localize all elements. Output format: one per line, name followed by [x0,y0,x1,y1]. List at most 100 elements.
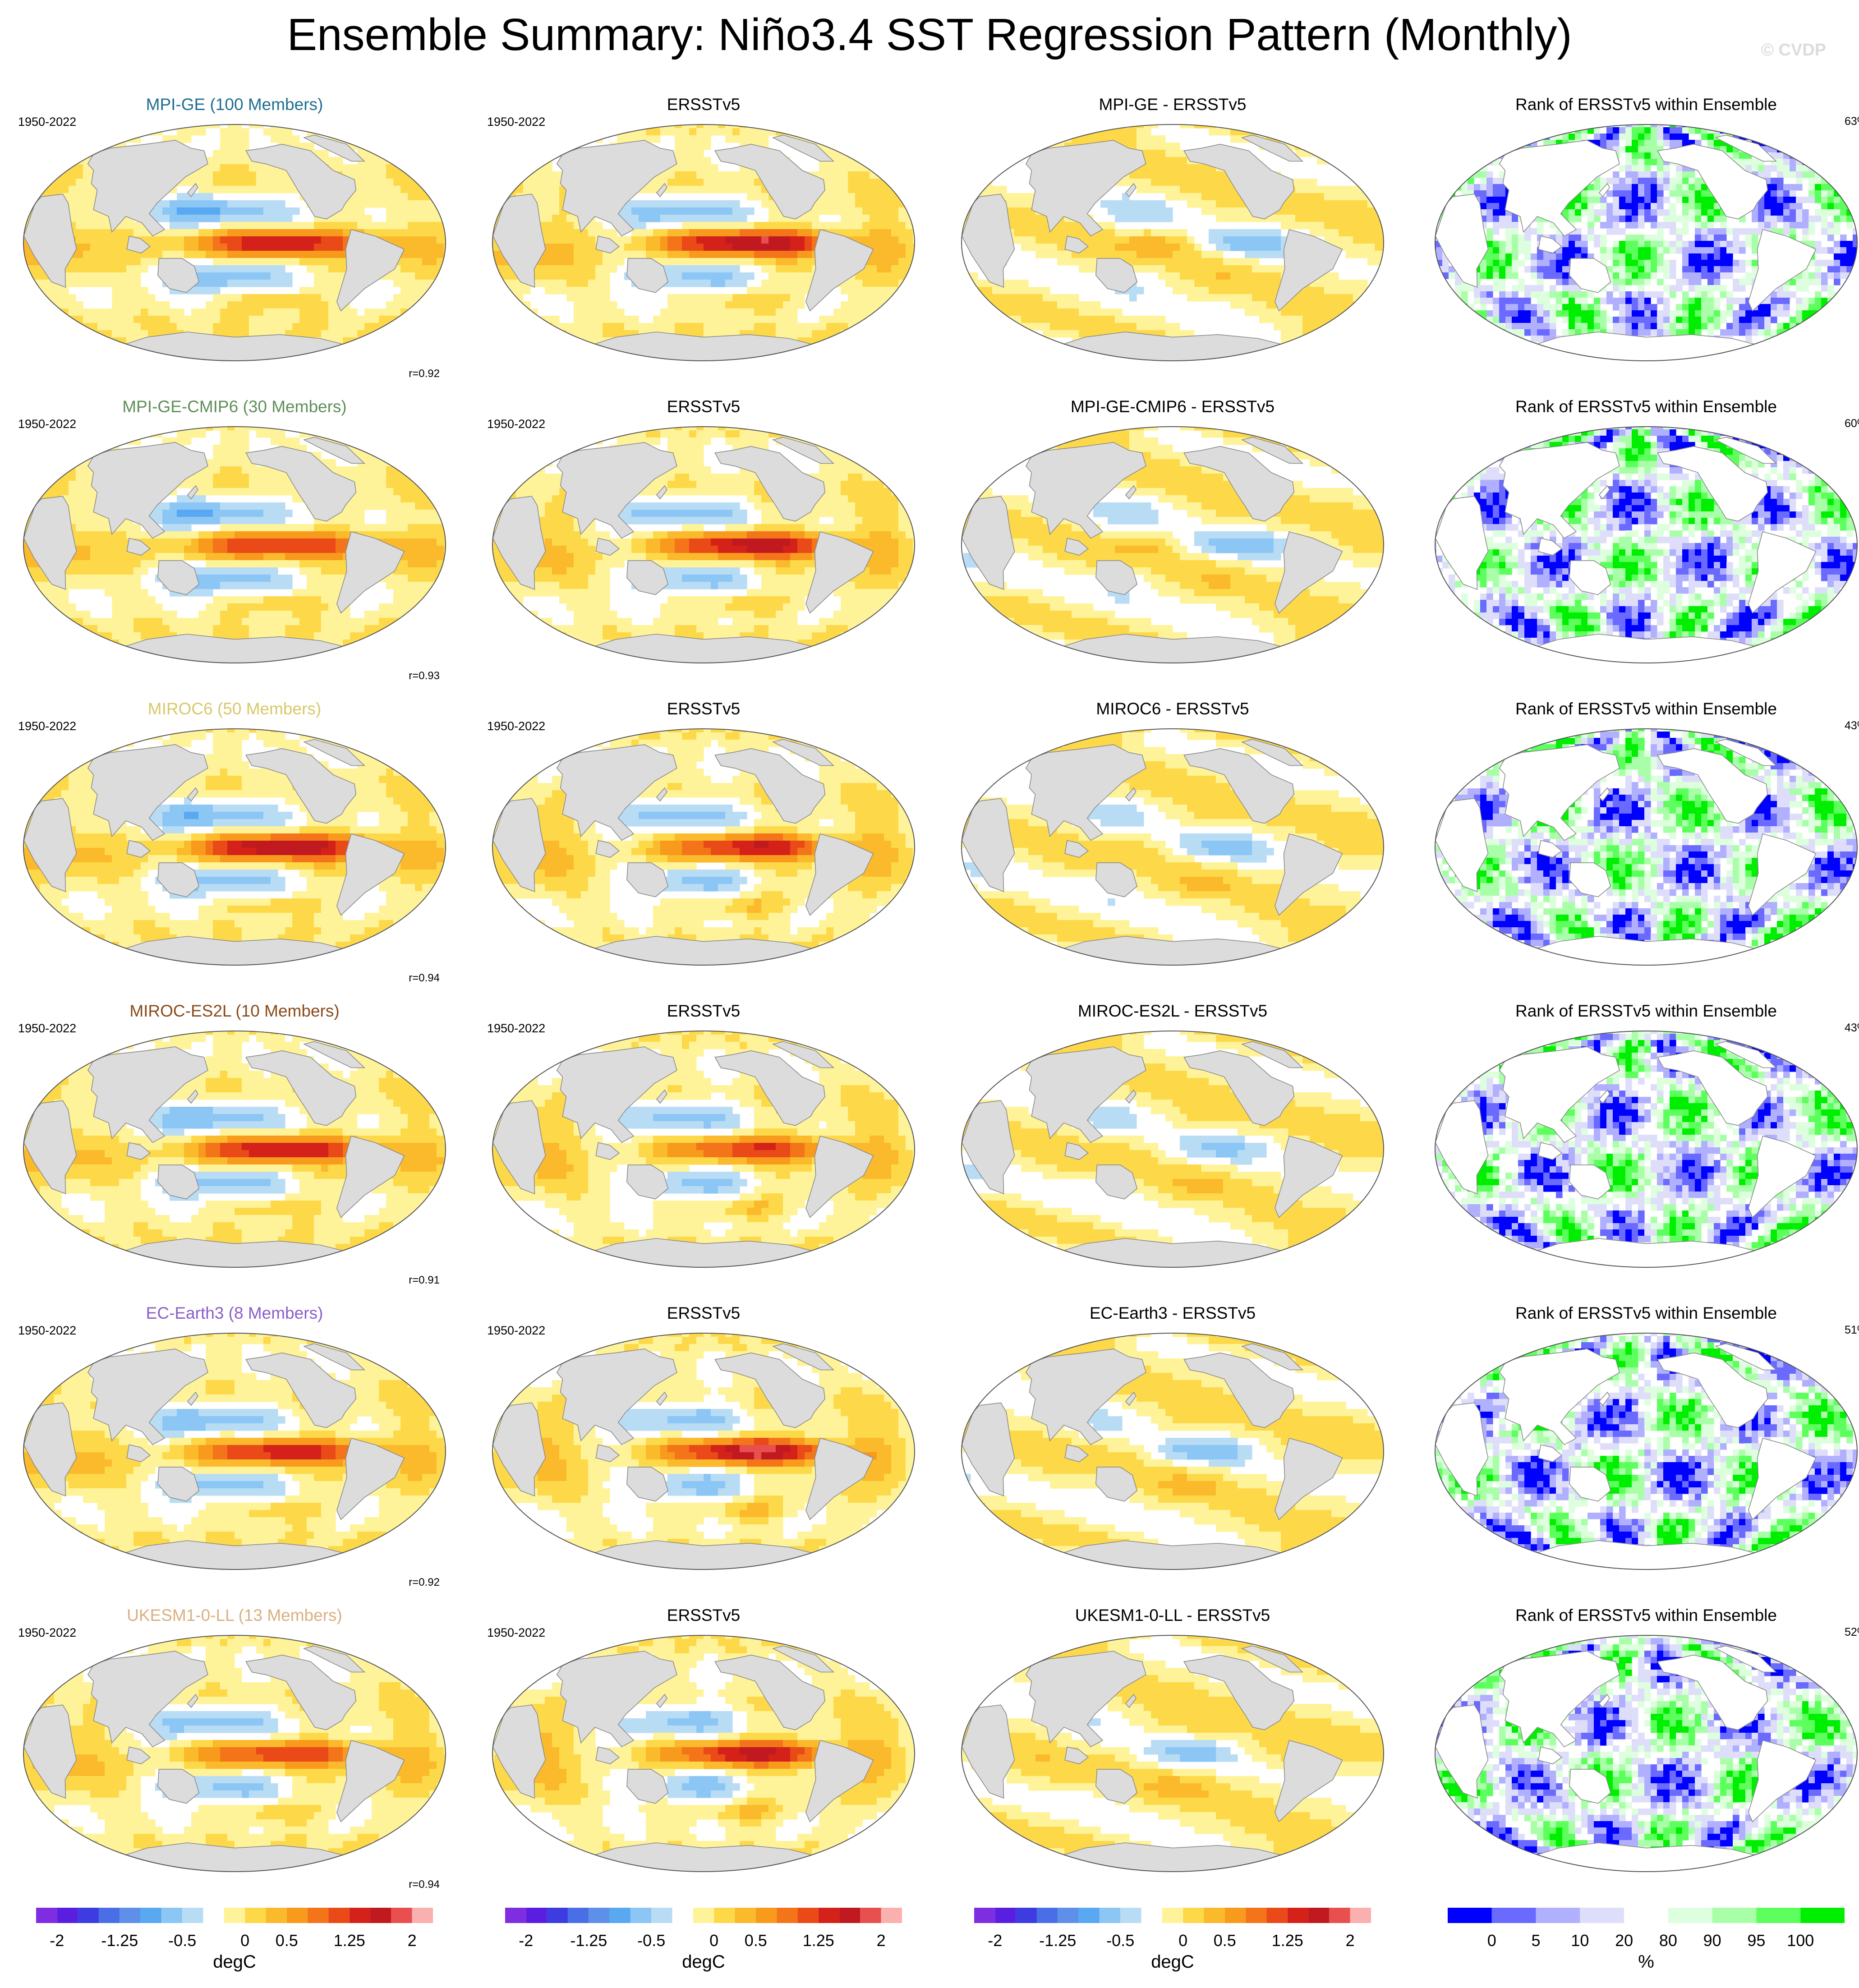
colorbar-swatch [1120,1908,1141,1923]
period-label: 1950-2022 [487,1022,545,1035]
model-panel-title: UKESM1-0-LL (13 Members) [9,1606,460,1625]
colorbar-swatch [860,1908,881,1923]
map-rank-row-3 [1435,728,1858,966]
obs-panel-title: ERSSTv5 [478,1606,929,1625]
period-label: 1950-2022 [18,417,76,431]
colorbar-tick-label: 1.25 [1272,1931,1303,1950]
colorbar-swatch [370,1908,391,1923]
colorbar-tick-label: -2 [519,1931,533,1950]
colorbar-tick-label: 0 [709,1931,718,1950]
panel-model-row-2: MPI-GE-CMIP6 (30 Members) 1950-2022 r=0.93 [9,392,460,695]
map-diff-row-3 [961,728,1384,966]
rank-percent: 63% [1845,115,1859,128]
colorbar-swatch [1016,1908,1037,1923]
colorbar-tick-label: 0 [1178,1931,1187,1950]
rank-panel-title: Rank of ERSSTv5 within Ensemble [1421,397,1859,417]
colorbar-swatch [1141,1908,1162,1923]
colorbar-swatch [1183,1908,1204,1923]
colorbar-swatch [78,1908,99,1923]
colorbar-swatch [797,1908,819,1923]
colorbar-swatches [974,1908,1371,1923]
colorbar-swatch [818,1908,840,1923]
colorbar-tick-label: 1.25 [334,1931,365,1950]
colorbar-model: -2 -1.25 -0.5 0 0.5 1.25 2 degC [27,1903,442,1975]
colorbar-tick-label: -2 [988,1931,1002,1950]
colorbar-unit-label: degC [27,1952,442,1972]
colorbar-swatch [1162,1908,1183,1923]
period-label: 1950-2022 [18,115,76,129]
diff-panel-title: MIROC6 - ERSSTv5 [947,699,1398,719]
panel-obs-row-6: ERSSTv5 1950-2022 [478,1601,929,1903]
rank-percent: 51% [1845,1324,1859,1337]
panel-model-row-3: MIROC6 (50 Members) 1950-2022 r=0.94 [9,695,460,997]
colorbar-swatch [777,1908,798,1923]
colorbar-swatch [286,1908,308,1923]
colorbar-swatch [391,1908,412,1923]
colorbar-tick-label: 80 [1659,1931,1677,1950]
panel-model-row-6: UKESM1-0-LL (13 Members) 1950-2022 r=0.94 [9,1601,460,1903]
colorbar-swatch [328,1908,350,1923]
diff-panel-title: MIROC-ES2L - ERSSTv5 [947,1001,1398,1021]
colorbar-tick-label: 0 [1487,1931,1496,1950]
rank-percent: 52% [1845,1626,1859,1639]
colorbar-swatch [1204,1908,1225,1923]
rank-percent: 43% [1845,1022,1859,1035]
colorbar-swatch [1712,1908,1757,1923]
period-label: 1950-2022 [487,719,545,733]
map-obs-row-4 [492,1031,915,1268]
diff-panel-title: EC-Earth3 - ERSSTv5 [947,1303,1398,1323]
rank-panel-title: Rank of ERSSTv5 within Ensemble [1421,1606,1859,1625]
panel-diff-row-6: UKESM1-0-LL - ERSSTv5 [947,1601,1398,1903]
colorbar-tick-label: 0 [240,1931,249,1950]
map-rank-row-6 [1435,1635,1858,1872]
colorbar-swatch [1329,1908,1350,1923]
rank-panel-title: Rank of ERSSTv5 within Ensemble [1421,95,1859,115]
pattern-correlation: r=0.94 [409,972,440,985]
period-label: 1950-2022 [18,1626,76,1640]
colorbar-tick-label: 0.5 [1214,1931,1236,1950]
colorbar-tick-label: 20 [1615,1931,1633,1950]
colorbar-swatch [735,1908,756,1923]
colorbar-swatch [693,1908,714,1923]
colorbar-tick-label: 95 [1747,1931,1765,1950]
panel-diff-row-1: MPI-GE - ERSSTv5 [947,90,1398,392]
map-obs-row-6 [492,1635,915,1872]
period-label: 1950-2022 [487,1324,545,1338]
colorbar-unit-label: degC [965,1952,1380,1972]
colorbar-swatch [755,1908,777,1923]
colorbar-swatch [1266,1908,1288,1923]
colorbar-swatch [1536,1908,1580,1923]
panel-diff-row-2: MPI-GE-CMIP6 - ERSSTv5 [947,392,1398,695]
map-model-row-1 [23,124,446,361]
panel-model-row-5: EC-Earth3 (8 Members) 1950-2022 r=0.92 [9,1299,460,1601]
colorbar-tick-label: 10 [1571,1931,1589,1950]
colorbar-tick-label: 1.25 [803,1931,834,1950]
watermark: © CVDP [1761,41,1826,60]
colorbar-swatch [1756,1908,1801,1923]
colorbar-swatches [36,1908,433,1923]
colorbar-tick-label: 2 [408,1931,417,1950]
colorbar-tick-label: -1.25 [101,1931,138,1950]
colorbar-swatch [1099,1908,1121,1923]
colorbar-swatch [609,1908,630,1923]
colorbar-swatch [98,1908,120,1923]
colorbar-tick-label: 100 [1787,1931,1814,1950]
colorbar-swatch [1800,1908,1845,1923]
panel-model-row-1: MPI-GE (100 Members) 1950-2022 r=0.92 [9,90,460,392]
colorbar-obs: -2 -1.25 -0.5 0 0.5 1.25 2 degC [496,1903,911,1975]
colorbar-swatch [182,1908,203,1923]
colorbar-swatch [526,1908,547,1923]
pattern-correlation: r=0.93 [409,670,440,682]
colorbar-swatches [505,1908,902,1923]
panel-diff-row-4: MIROC-ES2L - ERSSTv5 [947,997,1398,1299]
colorbar-swatch [995,1908,1016,1923]
rank-panel-title: Rank of ERSSTv5 within Ensemble [1421,699,1859,719]
model-panel-title: MPI-GE-CMIP6 (30 Members) [9,397,460,417]
colorbar-tick-label: 0.5 [745,1931,767,1950]
colorbar-tick-label: -0.5 [637,1931,665,1950]
obs-panel-title: ERSSTv5 [478,699,929,719]
diff-panel-title: MPI-GE-CMIP6 - ERSSTv5 [947,397,1398,417]
rank-percent: 60% [1845,417,1859,430]
colorbar-swatch [1224,1908,1246,1923]
